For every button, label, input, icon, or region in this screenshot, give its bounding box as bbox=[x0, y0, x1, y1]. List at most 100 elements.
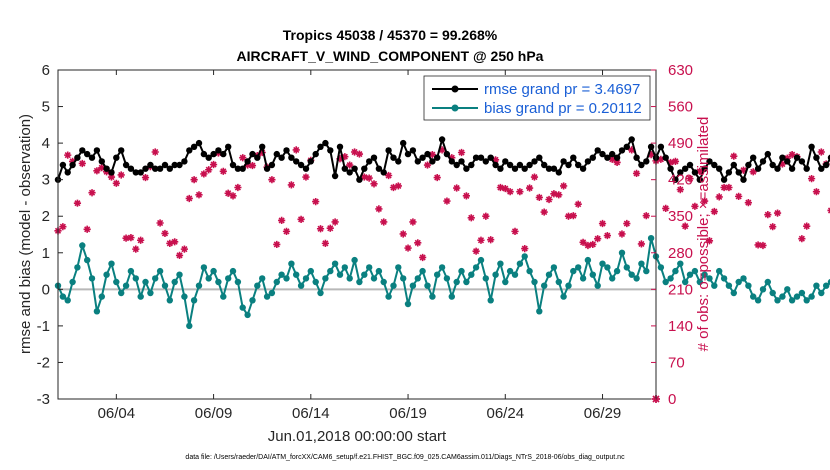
legend-rmse-marker bbox=[451, 85, 459, 93]
nobs-assimilated-point bbox=[389, 183, 398, 192]
rmse-point bbox=[122, 161, 130, 169]
bias-point bbox=[331, 260, 339, 267]
bias-point bbox=[283, 275, 290, 282]
bias-point bbox=[453, 278, 460, 286]
nobs-assimilated-point bbox=[589, 240, 597, 249]
nobs-assimilated-point bbox=[336, 155, 344, 163]
y-tick-label-right: 630 bbox=[668, 62, 693, 79]
rmse-point bbox=[147, 161, 154, 169]
bias-point bbox=[395, 264, 402, 271]
y-tick-label-right: 560 bbox=[668, 99, 693, 116]
y-tick-label-left: 1 bbox=[42, 245, 50, 262]
nobs-assimilated-point bbox=[564, 212, 573, 220]
nobs-assimilated-point bbox=[423, 161, 432, 169]
bias-point bbox=[511, 271, 519, 278]
bias-point bbox=[215, 278, 222, 286]
rmse-point bbox=[438, 136, 446, 143]
nobs-assimilated-point bbox=[448, 154, 456, 162]
nobs-assimilated-point bbox=[341, 153, 349, 161]
bias-point bbox=[79, 242, 86, 249]
nobs-assimilated-point bbox=[166, 239, 174, 247]
rmse-point bbox=[613, 154, 621, 161]
nobs-assimilated-point bbox=[530, 173, 539, 181]
nobs-assimilated-point bbox=[579, 238, 587, 246]
bias-point bbox=[808, 293, 815, 300]
rmse-point bbox=[633, 154, 640, 161]
nobs-assimilated-point bbox=[326, 224, 334, 232]
rmse-point bbox=[414, 158, 421, 165]
nobs-assimilated-point bbox=[569, 212, 577, 220]
bias-point bbox=[190, 297, 198, 304]
bias-point bbox=[220, 293, 227, 300]
nobs-assimilated-point bbox=[676, 185, 684, 194]
legend: rmse grand pr = 3.4697 bias grand pr = 0… bbox=[423, 75, 651, 121]
nobs-assimilated-point bbox=[666, 158, 675, 167]
bias-point bbox=[463, 278, 470, 286]
rmse-point bbox=[477, 154, 485, 161]
rmse-point bbox=[823, 161, 830, 169]
bias-point bbox=[443, 275, 451, 282]
bias-point bbox=[618, 249, 626, 256]
bias-point bbox=[560, 293, 567, 300]
rmse-point bbox=[98, 158, 106, 165]
nobs-assimilated-point bbox=[482, 212, 490, 220]
nobs-assimilated-point bbox=[598, 219, 607, 228]
bias-point bbox=[458, 267, 465, 275]
bias-point bbox=[147, 289, 154, 297]
bias-point bbox=[127, 267, 135, 275]
rmse-point bbox=[288, 154, 295, 161]
x-tick-label: 06/29 bbox=[584, 405, 622, 422]
y-tick-label-right: 420 bbox=[668, 172, 693, 189]
nobs-assimilated-point bbox=[807, 175, 816, 183]
bias-point bbox=[186, 322, 193, 330]
bias-point bbox=[521, 253, 528, 260]
bias-point bbox=[293, 271, 300, 278]
y-tick-label-left: -1 bbox=[37, 318, 50, 335]
bias-point bbox=[769, 289, 776, 297]
rmse-point bbox=[798, 158, 806, 165]
nobs-assimilated-point bbox=[268, 176, 276, 184]
nobs-assimilated-point bbox=[258, 148, 266, 157]
nobs-assimilated-point bbox=[720, 183, 728, 192]
bias-point bbox=[375, 267, 383, 275]
x-axis-label: Jun.01,2018 00:00:00 start bbox=[268, 428, 447, 445]
nobs-assimilated-point bbox=[754, 241, 762, 249]
nobs-assimilated-point bbox=[365, 174, 373, 182]
bias-point bbox=[327, 267, 334, 275]
bias-point bbox=[599, 260, 606, 267]
x-tick-label: 06/04 bbox=[98, 405, 136, 422]
rmse-point bbox=[195, 139, 203, 147]
nobs-assimilated-point bbox=[205, 166, 213, 174]
nobs-assimilated-point bbox=[151, 148, 159, 156]
bias-point bbox=[827, 278, 830, 286]
rmse-point bbox=[541, 161, 548, 169]
rmse-point bbox=[210, 150, 217, 158]
rmse-point bbox=[132, 169, 139, 176]
rmse-point bbox=[93, 147, 101, 154]
bias-point bbox=[302, 275, 310, 282]
nobs-assimilated-point bbox=[691, 202, 699, 210]
bias-point bbox=[584, 256, 592, 264]
nobs-assimilated-point bbox=[632, 169, 641, 177]
bias-point bbox=[613, 267, 621, 275]
rmse-point bbox=[827, 154, 830, 161]
bias-point bbox=[278, 271, 285, 278]
rmse-point bbox=[472, 154, 480, 161]
legend-bias-label: bias grand pr = 0.20112 bbox=[484, 100, 642, 117]
bias-point bbox=[137, 293, 144, 300]
bias-point bbox=[745, 282, 752, 289]
rmse-point bbox=[142, 165, 149, 172]
bias-point bbox=[429, 293, 436, 300]
bias-point bbox=[351, 256, 358, 264]
nobs-assimilated-point bbox=[618, 230, 626, 238]
y-axis-label-left: rmse and bias (model - observation) bbox=[17, 114, 34, 354]
nobs-assimilated-point bbox=[64, 151, 72, 159]
nobs-assimilated-point bbox=[438, 146, 446, 154]
bias-point bbox=[152, 275, 159, 282]
bias-markers bbox=[54, 235, 830, 330]
bias-point bbox=[754, 297, 762, 304]
rmse-point bbox=[458, 158, 465, 165]
nobs-assimilated-point bbox=[302, 173, 310, 181]
bias-point bbox=[113, 278, 120, 286]
bias-point bbox=[531, 278, 538, 286]
